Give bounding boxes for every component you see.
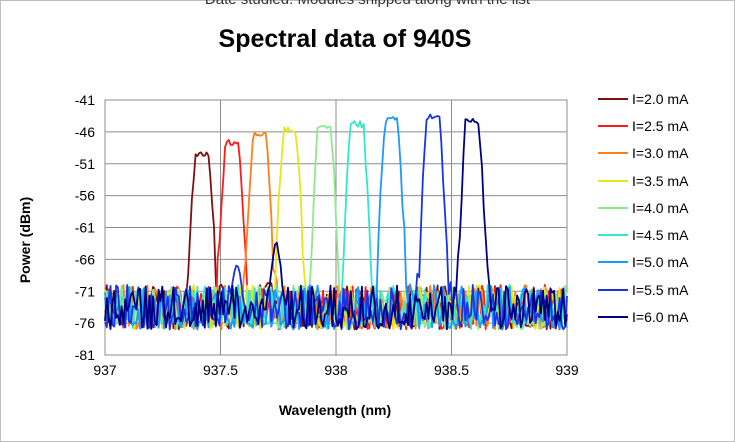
plot-border [104, 99, 568, 356]
y-tick-label: -46 [75, 124, 95, 140]
y-tick-label: -51 [75, 156, 95, 172]
x-tick-label: 938 [324, 362, 348, 378]
legend-swatch [598, 124, 628, 127]
y-tick-label: -66 [75, 251, 95, 267]
legend-label: I=4.5 mA [632, 227, 689, 244]
legend-label: I=5.0 mA [632, 254, 689, 271]
legend-swatch [598, 261, 628, 264]
x-tick-label: 938.5 [434, 362, 469, 378]
legend-swatch [598, 234, 628, 237]
legend-swatch [598, 179, 628, 182]
x-tick-label: 939 [555, 362, 579, 378]
y-tick-label: -56 [75, 188, 95, 204]
legend-label: I=3.5 mA [632, 172, 689, 189]
legend-item: I=3.0 mA [598, 140, 733, 167]
legend-label: I=3.0 mA [632, 145, 689, 162]
y-tick-label: -81 [75, 347, 95, 363]
y-tick-label: -76 [75, 315, 95, 331]
legend-label: I=2.5 mA [632, 117, 689, 134]
legend: I=2.0 mA I=2.5 mA I=3.0 mA I=3.5 mA I=4.0 mA… [598, 85, 733, 331]
legend-swatch [598, 97, 628, 100]
legend-label: I=5.5 mA [632, 281, 689, 298]
legend-label: I=6.0 mA [632, 309, 689, 326]
legend-item: I=3.5 mA [598, 167, 733, 194]
legend-label: I=2.0 mA [632, 90, 689, 107]
legend-item: I=4.5 mA [598, 221, 733, 248]
x-axis-label: Wavelength (nm) [278, 402, 392, 418]
top-caption: Date studied: Modules shipped along with… [0, 0, 735, 8]
chart-title: Spectral data of 940S [218, 25, 472, 53]
x-tick-label: 937 [93, 362, 117, 378]
legend-item: I=5.0 mA [598, 249, 733, 276]
y-tick-label: -41 [75, 92, 95, 108]
legend-item: I=4.0 mA [598, 194, 733, 221]
y-tick-label: -61 [75, 220, 95, 236]
legend-item: I=5.5 mA [598, 276, 733, 303]
series-line [104, 118, 568, 331]
legend-item: I=6.0 mA [598, 303, 733, 330]
legend-swatch [598, 288, 628, 291]
legend-label: I=4.0 mA [632, 199, 689, 216]
x-tick-label: 937.5 [203, 362, 238, 378]
legend-item: I=2.5 mA [598, 112, 733, 139]
legend-swatch [598, 206, 628, 209]
legend-item: I=2.0 mA [598, 85, 733, 112]
legend-swatch [598, 152, 628, 155]
series-line [104, 113, 568, 331]
legend-swatch [598, 316, 628, 319]
y-tick-label: -71 [75, 283, 95, 299]
